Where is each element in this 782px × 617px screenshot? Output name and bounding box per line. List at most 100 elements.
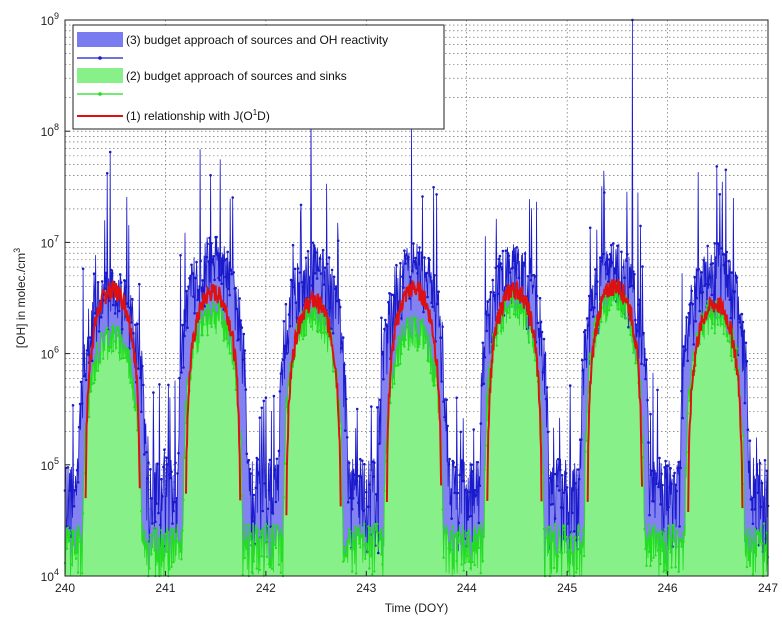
- series-2-point: [669, 551, 672, 554]
- series-2-point: [274, 546, 278, 550]
- series-3-point: [726, 274, 730, 278]
- series-2-point: [417, 345, 420, 349]
- series-3-point: [399, 261, 402, 265]
- series-3-point: [230, 272, 233, 276]
- series-3-point: [362, 509, 365, 512]
- series-3-point: [423, 256, 426, 259]
- series-2-point: [593, 322, 596, 325]
- series-2-point: [562, 528, 566, 531]
- series-2-point: [109, 346, 112, 349]
- series-1-line: [84, 278, 744, 516]
- series-2-point: [383, 489, 386, 493]
- series-3-point: [409, 275, 412, 279]
- series-3-point: [514, 267, 518, 271]
- series-3-point: [348, 496, 352, 500]
- series-3-point: [428, 258, 431, 262]
- series-3-point: [717, 243, 721, 247]
- series-3-point: [383, 327, 386, 331]
- series-3-point: [239, 319, 243, 322]
- series-3-point: [371, 460, 374, 464]
- series-3-point: [162, 465, 165, 469]
- x-tick-label: 242: [256, 581, 276, 595]
- series-2-point: [495, 344, 498, 347]
- series-2-point: [251, 572, 254, 575]
- series-3-point: [526, 275, 530, 278]
- series-2-point: [508, 316, 512, 319]
- series-3-point: [550, 491, 554, 495]
- series-3-point: [161, 495, 164, 498]
- series-2-point: [282, 496, 286, 499]
- series-2-point: [648, 550, 651, 554]
- series-2-point: [408, 320, 411, 323]
- series-2-point: [130, 359, 133, 362]
- series-2-point: [603, 310, 606, 313]
- series-3-point: [446, 424, 449, 428]
- series-3-point: [200, 286, 203, 290]
- series-3-point: [467, 515, 471, 519]
- series-2-point: [380, 553, 383, 556]
- series-3-point: [581, 368, 585, 372]
- series-2-point: [632, 351, 635, 354]
- series-3-point: [188, 277, 191, 280]
- series-3-point: [373, 461, 376, 465]
- y-axis-label: [OH] in molec./cm3: [12, 248, 28, 348]
- series-2-point: [74, 557, 78, 560]
- series-2-point: [732, 337, 736, 340]
- series-3-point: [415, 267, 418, 270]
- series-2-point: [405, 326, 408, 329]
- series-2-point: [159, 548, 162, 552]
- series-3-point: [279, 372, 283, 375]
- series-3-point: [105, 172, 109, 175]
- series-3-point: [543, 354, 547, 357]
- series-3-point: [402, 286, 405, 289]
- series-2-point: [381, 563, 384, 566]
- series-2-point: [486, 378, 489, 381]
- series-2-point: [197, 340, 200, 343]
- series-3-point: [690, 289, 693, 293]
- series-3-point: [677, 460, 680, 464]
- series-3-point: [482, 382, 486, 386]
- series-3-point: [685, 316, 688, 319]
- series-2-point: [134, 409, 137, 412]
- series-3-point: [376, 406, 379, 409]
- series-3-point: [560, 474, 564, 477]
- series-2-point: [343, 546, 346, 549]
- series-2-point: [394, 364, 397, 367]
- series-2-point: [101, 335, 104, 338]
- series-3-point: [634, 318, 637, 322]
- series-2-point: [448, 542, 451, 546]
- series-2-point: [213, 310, 216, 313]
- series-3-point: [216, 252, 219, 255]
- series-3-point: [156, 462, 159, 466]
- series-3-point: [436, 302, 439, 306]
- series-2-point: [401, 338, 404, 342]
- series-2-point: [312, 318, 316, 321]
- y-tick-exp: 6: [54, 345, 59, 355]
- series-3-point: [554, 472, 558, 476]
- series-2-point: [487, 368, 490, 371]
- series-2-point: [98, 351, 102, 355]
- series-3-point: [523, 252, 527, 255]
- series-2-point: [221, 311, 224, 314]
- series-2-point: [120, 357, 123, 360]
- series-2-point: [132, 381, 135, 384]
- series-3-point: [282, 320, 286, 323]
- series-2-point: [716, 323, 719, 326]
- series-2-point: [384, 459, 387, 463]
- series-2-point: [179, 550, 182, 553]
- series-2-point: [454, 533, 457, 537]
- series-3-point: [600, 260, 603, 263]
- series-3-point: [207, 260, 210, 263]
- series-2-point: [531, 341, 535, 344]
- series-2-point: [660, 530, 663, 533]
- series-2-point: [65, 547, 69, 550]
- series-2-point: [115, 346, 118, 349]
- series-2-point: [359, 546, 362, 549]
- series-3-point: [431, 305, 434, 309]
- series-3-point: [160, 477, 163, 481]
- x-tick-label: 245: [557, 581, 577, 595]
- series-3-point: [321, 248, 325, 252]
- series-3-point: [672, 474, 675, 478]
- series-2-point: [244, 540, 247, 543]
- series-3-point: [508, 271, 512, 274]
